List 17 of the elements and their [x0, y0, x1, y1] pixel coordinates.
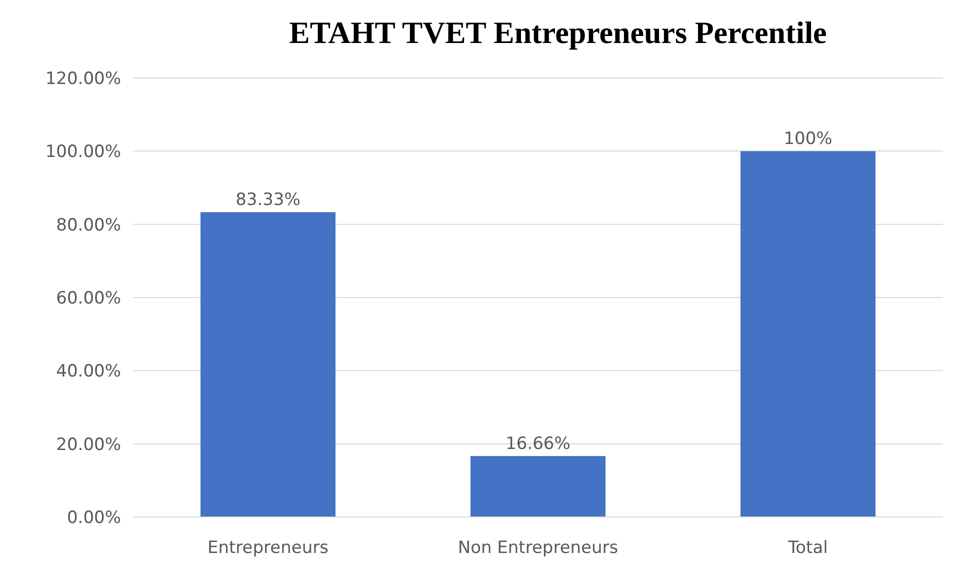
x-tick-label: Entrepreneurs: [208, 538, 329, 558]
y-tick-label: 80.00%: [56, 215, 121, 236]
x-tick-label: Total: [787, 538, 828, 558]
bar: [740, 151, 876, 517]
y-tick-label: 40.00%: [56, 362, 121, 382]
data-label: 16.66%: [506, 434, 570, 454]
x-tick-label: Non Entrepreneurs: [458, 538, 618, 558]
data-label: 100%: [784, 129, 832, 150]
data-label: 83.33%: [236, 190, 300, 210]
y-tick-label: 20.00%: [56, 434, 121, 455]
bar: [470, 456, 606, 517]
bar: [200, 212, 336, 517]
chart-title: ETAHT TVET Entrepreneurs Percentile: [289, 15, 827, 50]
y-tick-label: 60.00%: [56, 288, 121, 308]
y-tick-label: 0.00%: [66, 508, 121, 528]
y-tick-label: 100.00%: [45, 142, 121, 162]
y-tick-label: 120.00%: [45, 68, 121, 89]
